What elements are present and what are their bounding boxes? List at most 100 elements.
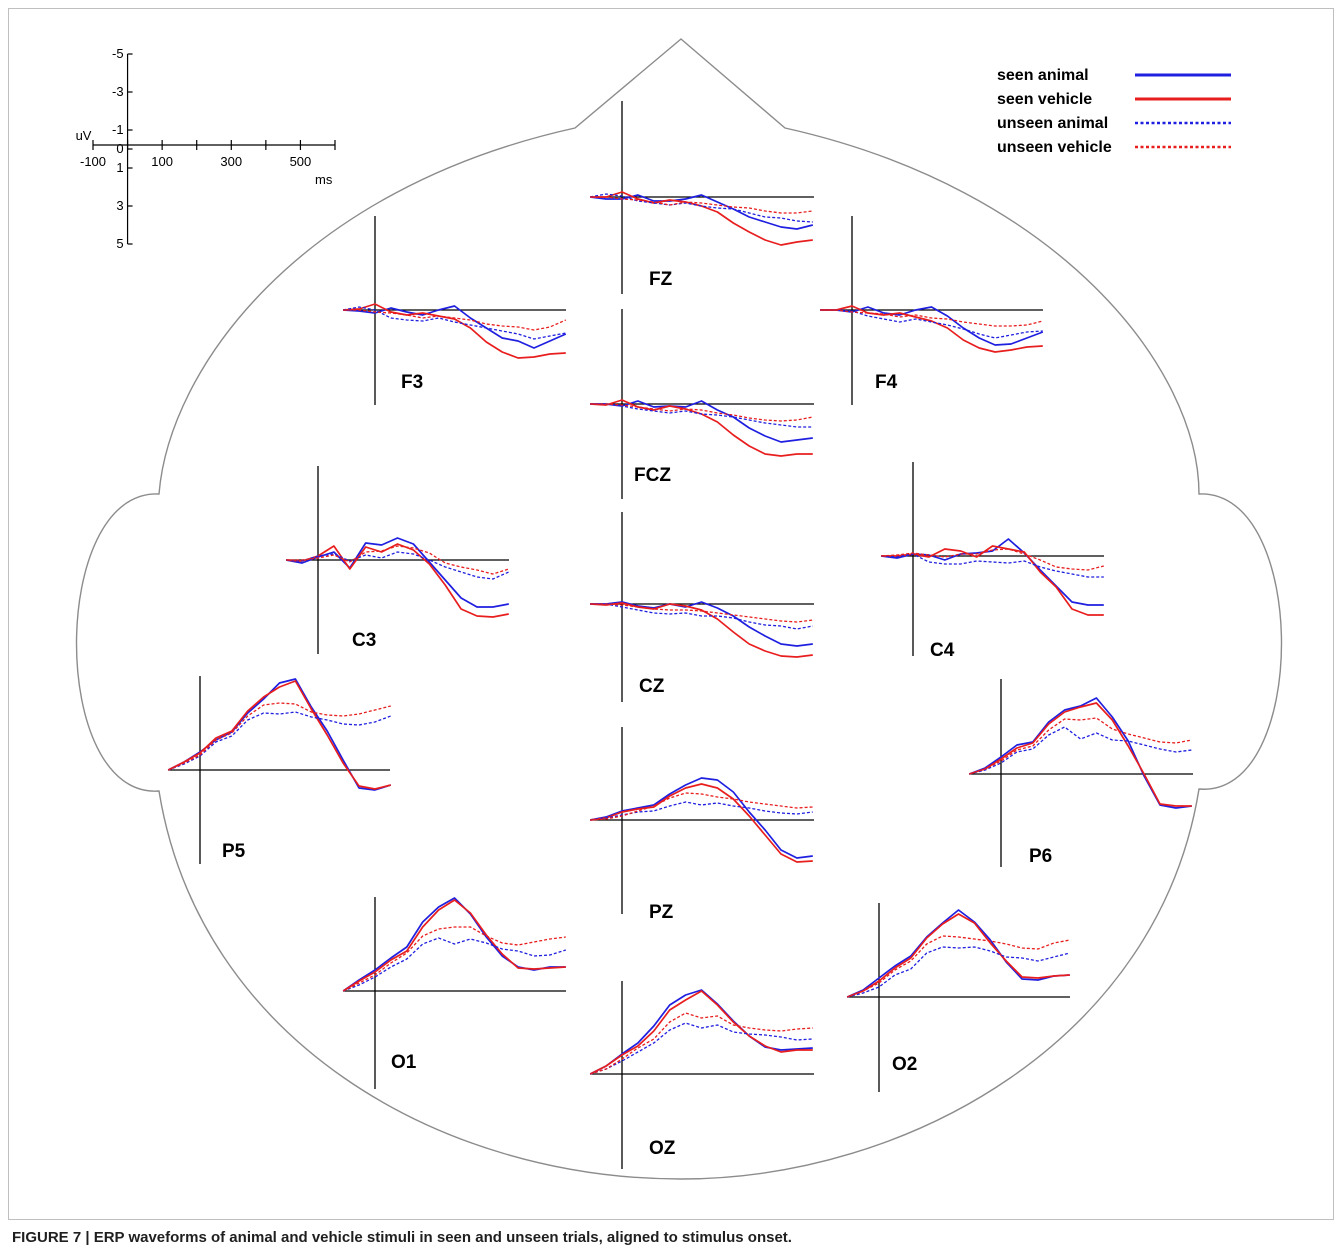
c4-unseen-animal-line	[881, 553, 1104, 578]
f3-seen-animal-line	[343, 305, 567, 349]
fcz-seen-animal-line	[590, 400, 813, 443]
c3-unseen-vehicle-line	[286, 545, 509, 575]
scale-x-unit: ms	[315, 172, 333, 187]
legend-label: seen animal	[997, 67, 1089, 84]
electrode-plot-f3: F3	[343, 216, 567, 405]
head-shape	[75, 38, 1283, 1180]
f3-seen-vehicle-line	[343, 303, 566, 359]
o1-seen-vehicle-line	[342, 899, 566, 992]
scale-x-tick-label: 500	[290, 154, 312, 169]
p6-seen-vehicle-line	[968, 702, 1192, 807]
electrode-label: OZ	[649, 1138, 676, 1159]
scale-y-tick-label: -5	[112, 46, 124, 61]
oz-unseen-animal-line	[590, 1022, 813, 1075]
o1-unseen-vehicle-line	[342, 926, 566, 992]
figure-caption: FIGURE 7 | ERP waveforms of animal and v…	[12, 1229, 792, 1246]
electrode-label: PZ	[649, 902, 674, 923]
electrode-label: O2	[892, 1054, 917, 1075]
o2-seen-vehicle-line	[846, 913, 1070, 998]
o1-unseen-animal-line	[342, 937, 566, 992]
electrode-label: FCZ	[634, 465, 671, 486]
p6-seen-animal-line	[968, 697, 1192, 809]
electrode-plot-p5: P5	[167, 676, 392, 864]
scale-x-tick-label: 100	[151, 154, 173, 169]
f4-unseen-animal-line	[820, 309, 1043, 339]
scale-x-tick-label: -100	[80, 154, 106, 169]
p5-unseen-vehicle-line	[167, 702, 391, 771]
f3-unseen-vehicle-line	[343, 309, 567, 331]
oz-unseen-vehicle-line	[590, 1012, 813, 1075]
electrode-plots: FZ FCZ CZ PZ OZ F3 F4 C3 C4 P5 P6 O1 O2	[167, 101, 1193, 1169]
p6-unseen-animal-line	[969, 726, 1192, 775]
pz-unseen-vehicle-line	[590, 792, 813, 821]
electrode-plot-c4: C4	[881, 462, 1104, 661]
electrode-plot-c3: C3	[286, 466, 510, 654]
f3-unseen-animal-line	[343, 306, 566, 340]
electrode-label: FZ	[649, 269, 673, 290]
p5-unseen-animal-line	[167, 711, 392, 771]
electrode-plot-f4: F4	[820, 216, 1044, 405]
fz-unseen-vehicle-line	[590, 196, 813, 214]
fz-seen-animal-line	[590, 194, 814, 230]
oz-seen-vehicle-line	[589, 990, 813, 1075]
pz-seen-animal-line	[590, 777, 813, 859]
o2-unseen-vehicle-line	[846, 935, 1070, 998]
scale-x-tick-label: 300	[220, 154, 242, 169]
scale-y-unit: uV	[76, 128, 92, 143]
electrode-plot-fz: FZ	[590, 101, 814, 294]
electrode-label: F3	[401, 372, 423, 393]
electrode-label: O1	[391, 1052, 417, 1073]
cz-unseen-vehicle-line	[590, 603, 813, 623]
fz-seen-vehicle-line	[590, 191, 813, 246]
o2-unseen-animal-line	[847, 946, 1070, 998]
fcz-unseen-animal-line	[590, 403, 813, 428]
c3-seen-animal-line	[286, 537, 509, 608]
electrode-label: P6	[1029, 846, 1052, 867]
scale-y-tick-label: -3	[112, 84, 124, 99]
electrode-plot-cz: CZ	[590, 512, 814, 702]
electrode-plot-oz: OZ	[589, 981, 814, 1169]
c3-seen-vehicle-line	[286, 543, 509, 618]
electrode-label: P5	[222, 841, 246, 862]
pz-seen-vehicle-line	[590, 783, 813, 863]
electrode-label: CZ	[639, 676, 665, 697]
oz-seen-animal-line	[589, 989, 813, 1075]
scale-y-tick-label: 5	[116, 236, 123, 251]
fz-unseen-animal-line	[590, 193, 813, 223]
legend-label: seen vehicle	[997, 91, 1092, 108]
legend-label: unseen animal	[997, 115, 1108, 132]
f4-seen-animal-line	[820, 306, 1044, 346]
electrode-plot-p6: P6	[968, 679, 1193, 867]
electrode-plot-pz: PZ	[590, 727, 814, 923]
p5-seen-vehicle-line	[167, 680, 392, 790]
figure-frame: -5 -3 -1 0 1 3 5 -100 100 300 500 uV ms seen animal s…	[8, 8, 1334, 1220]
f4-seen-vehicle-line	[820, 305, 1043, 353]
legend: seen animal seen vehicle unseen animal unse…	[997, 67, 1231, 156]
c4-seen-vehicle-line	[881, 545, 1104, 616]
scale-y-tick-label: 3	[116, 198, 123, 213]
p6-unseen-vehicle-line	[969, 717, 1192, 775]
c4-seen-animal-line	[881, 538, 1104, 606]
scale-y-tick-label: -1	[112, 122, 124, 137]
electrode-label: C4	[930, 640, 955, 661]
o2-seen-animal-line	[846, 909, 1070, 998]
c4-unseen-vehicle-line	[881, 548, 1104, 571]
fcz-unseen-vehicle-line	[590, 403, 813, 422]
fcz-seen-vehicle-line	[590, 399, 813, 457]
electrode-plot-fcz: FCZ	[590, 309, 814, 499]
f4-unseen-vehicle-line	[820, 309, 1043, 327]
cz-unseen-animal-line	[590, 603, 813, 630]
electrode-label: F4	[875, 372, 898, 393]
electrode-plot-o2: O2	[846, 903, 1070, 1092]
legend-label: unseen vehicle	[997, 139, 1112, 156]
scale-bar: -5 -3 -1 0 1 3 5 -100 100 300 500 uV ms	[76, 46, 336, 251]
electrode-label: C3	[352, 630, 376, 651]
cz-seen-vehicle-line	[590, 602, 813, 658]
p5-seen-animal-line	[167, 678, 392, 791]
head-outline	[75, 38, 1283, 1180]
cz-seen-animal-line	[590, 601, 813, 647]
electrode-plot-o1: O1	[342, 897, 566, 1089]
c3-unseen-animal-line	[286, 551, 510, 580]
scale-y-tick-label: 1	[116, 160, 123, 175]
